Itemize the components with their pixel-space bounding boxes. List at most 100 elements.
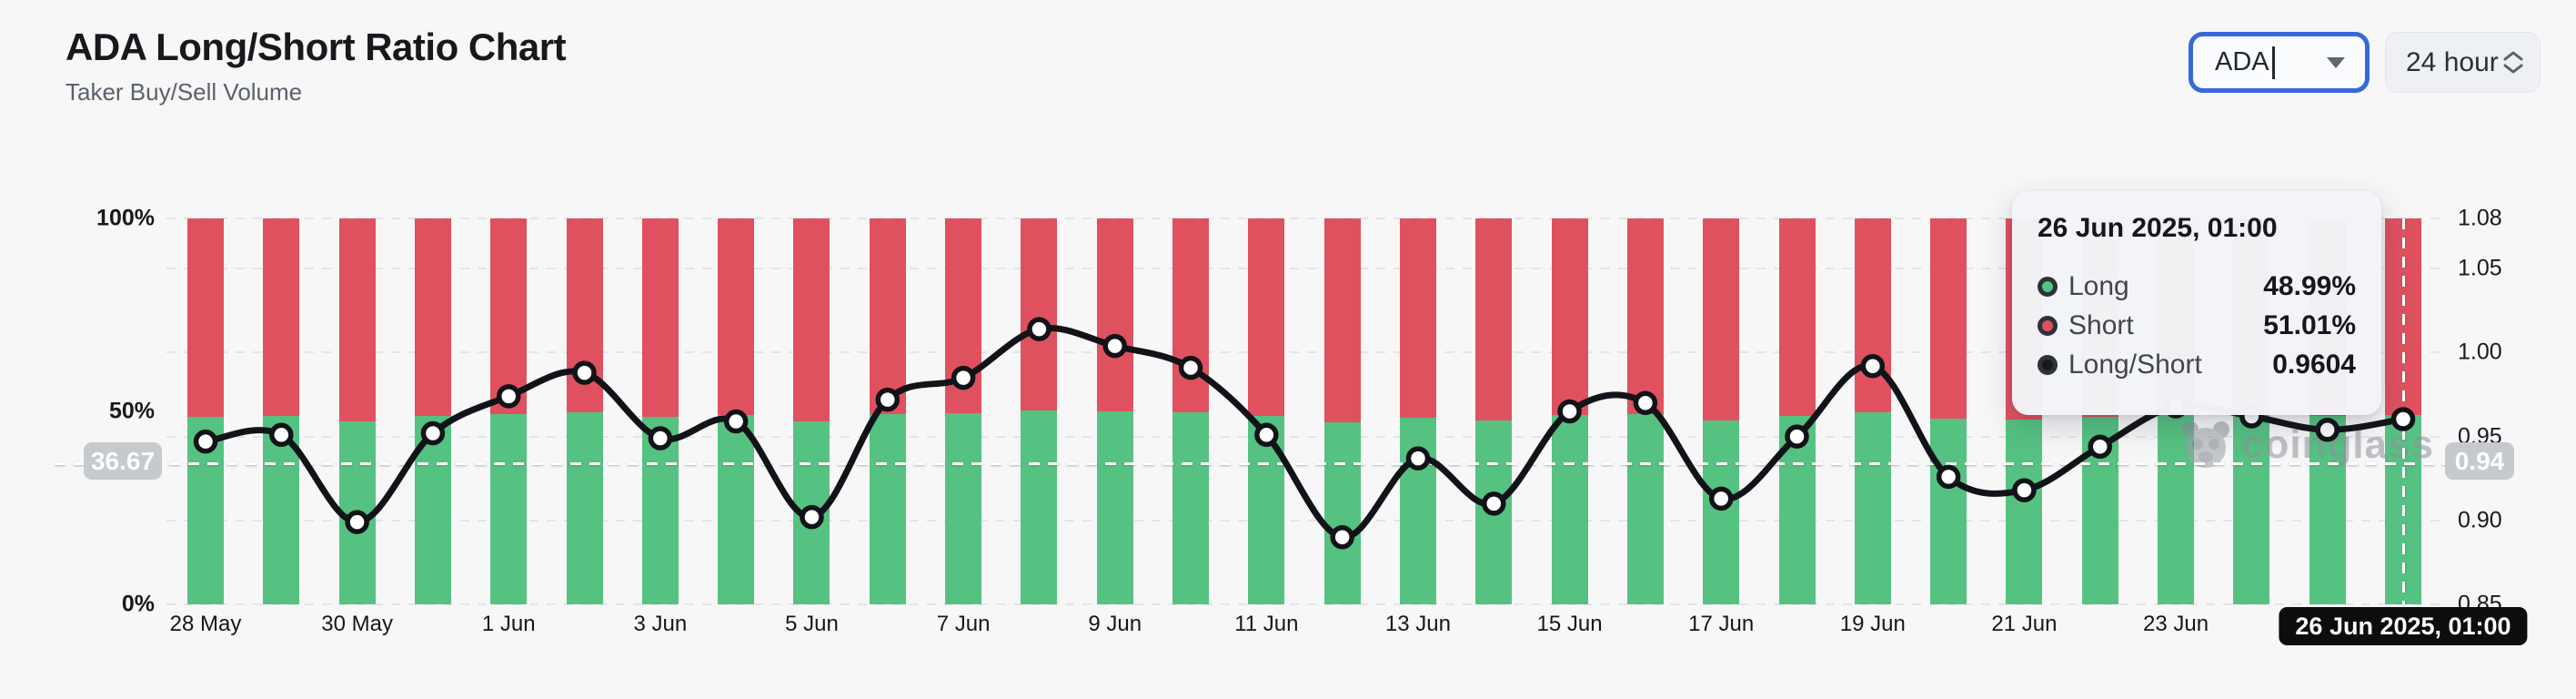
short-segment xyxy=(1021,218,1058,410)
gridline xyxy=(166,218,2440,219)
short-segment xyxy=(793,218,830,421)
bar-12-jun[interactable] xyxy=(1323,218,1361,604)
page-title: ADA Long/Short Ratio Chart xyxy=(65,25,567,68)
long-segment xyxy=(187,417,224,604)
x-axis-label: 7 Jun xyxy=(936,612,991,636)
long-segment xyxy=(1172,412,1210,604)
long-segment xyxy=(641,417,679,604)
long-segment xyxy=(2233,415,2270,604)
bar-28-may[interactable] xyxy=(187,218,224,604)
bar-11-jun[interactable] xyxy=(1248,218,1285,604)
long-segment xyxy=(945,413,982,604)
long-segment xyxy=(1854,412,1891,604)
bar-10-jun[interactable] xyxy=(1172,218,1210,604)
long-segment xyxy=(1021,410,1058,604)
crosshair-right-value: 0.94 xyxy=(2445,442,2514,480)
page-subtitle: Taker Buy/Sell Volume xyxy=(65,78,303,106)
short-segment xyxy=(1626,218,1664,414)
x-axis-label: 11 Jun xyxy=(1234,612,1299,636)
short-segment xyxy=(1778,218,1816,416)
tooltip-series-label: Short xyxy=(2068,310,2134,340)
bar-3-jun[interactable] xyxy=(641,218,679,604)
tooltip-rows: Long 48.99% Short 51.01% Long/Short 0.9604 xyxy=(2038,271,2356,380)
bar-5-jun[interactable] xyxy=(793,218,830,604)
long-segment xyxy=(263,416,300,604)
bar-9-jun[interactable] xyxy=(1096,218,1133,604)
x-axis-label: 1 Jun xyxy=(481,612,536,636)
chart-tooltip: 26 Jun 2025, 01:00 Long 48.99% Short 51.01%… xyxy=(2012,191,2381,415)
bar-30-may[interactable] xyxy=(338,218,376,604)
long-segment xyxy=(1399,418,1436,604)
long-segment xyxy=(1703,420,1740,604)
up-down-chevrons-icon xyxy=(2503,51,2523,74)
bar-29-may[interactable] xyxy=(263,218,300,604)
crosshair-date-label: 26 Jun 2025, 01:00 xyxy=(2279,607,2528,645)
x-axis-label: 5 Jun xyxy=(785,612,839,636)
long-segment xyxy=(490,414,528,604)
short-segment xyxy=(1323,218,1361,422)
x-axis-label: 9 Jun xyxy=(1088,612,1142,636)
crosshair-vertical-line xyxy=(2401,218,2405,604)
bar-20-jun[interactable] xyxy=(1930,218,1967,604)
long-segment xyxy=(2081,417,2118,604)
long-segment xyxy=(1323,422,1361,604)
legend-dot-icon xyxy=(2038,277,2058,297)
interval-select[interactable]: 24 hour xyxy=(2385,32,2541,93)
tooltip-series-label: Long xyxy=(2068,271,2129,301)
long-segment xyxy=(1248,416,1285,604)
x-axis-label: 13 Jun xyxy=(1384,612,1451,636)
tooltip-series-label: Long/Short xyxy=(2068,350,2202,380)
long-segment xyxy=(2006,420,2043,604)
long-segment xyxy=(2309,416,2346,604)
bar-8-jun[interactable] xyxy=(1021,218,1058,604)
right-axis-tick: 1.08 xyxy=(2458,205,2502,231)
short-segment xyxy=(1248,218,1285,416)
bar-1-jun[interactable] xyxy=(490,218,528,604)
bar-14-jun[interactable] xyxy=(1475,218,1513,604)
crosshair-horizontal-line xyxy=(55,461,2447,465)
long-segment xyxy=(2158,414,2195,604)
long-segment xyxy=(414,416,451,604)
x-axis-label: 30 May xyxy=(321,612,393,636)
bar-16-jun[interactable] xyxy=(1626,218,1664,604)
tooltip-date: 26 Jun 2025, 01:00 xyxy=(2038,213,2278,243)
short-segment xyxy=(718,218,755,415)
bar-13-jun[interactable] xyxy=(1399,218,1436,604)
chevron-down-icon xyxy=(2327,56,2345,68)
tooltip-series-value: 51.01% xyxy=(2263,310,2356,340)
short-segment xyxy=(1475,218,1513,420)
bar-15-jun[interactable] xyxy=(1551,218,1588,604)
crosshair-left-value: 36.67 xyxy=(84,442,162,480)
long-segment xyxy=(869,414,906,604)
tooltip-row-long: Long 48.99% xyxy=(2038,271,2356,302)
gridline xyxy=(166,268,2440,270)
x-axis-label: 15 Jun xyxy=(1536,612,1603,636)
long-segment xyxy=(1096,411,1133,604)
x-axis-label: 3 Jun xyxy=(633,612,688,636)
bar-2-jun[interactable] xyxy=(566,218,603,604)
gridline xyxy=(166,603,2440,605)
short-segment xyxy=(338,218,376,421)
bar-31-may[interactable] xyxy=(414,218,451,604)
right-axis-tick: 0.90 xyxy=(2458,507,2502,533)
bar-6-jun[interactable] xyxy=(869,218,906,604)
bar-17-jun[interactable] xyxy=(1703,218,1740,604)
x-axis-label: 17 Jun xyxy=(1688,612,1755,636)
short-segment xyxy=(414,218,451,416)
short-segment xyxy=(1399,218,1436,418)
bar-18-jun[interactable] xyxy=(1778,218,1816,604)
short-segment xyxy=(263,218,300,416)
bar-4-jun[interactable] xyxy=(718,218,755,604)
bar-19-jun[interactable] xyxy=(1854,218,1891,604)
x-axis-label: 28 May xyxy=(169,612,242,636)
long-segment xyxy=(1930,419,1967,604)
right-axis-tick: 1.05 xyxy=(2458,255,2502,281)
short-segment xyxy=(869,218,906,414)
tooltip-series-value: 48.99% xyxy=(2263,271,2356,301)
bar-7-jun[interactable] xyxy=(945,218,982,604)
interval-select-value: 24 hour xyxy=(2406,46,2499,77)
short-segment xyxy=(1551,218,1588,415)
symbol-select[interactable]: ADA xyxy=(2189,32,2370,93)
short-segment xyxy=(1854,218,1891,412)
